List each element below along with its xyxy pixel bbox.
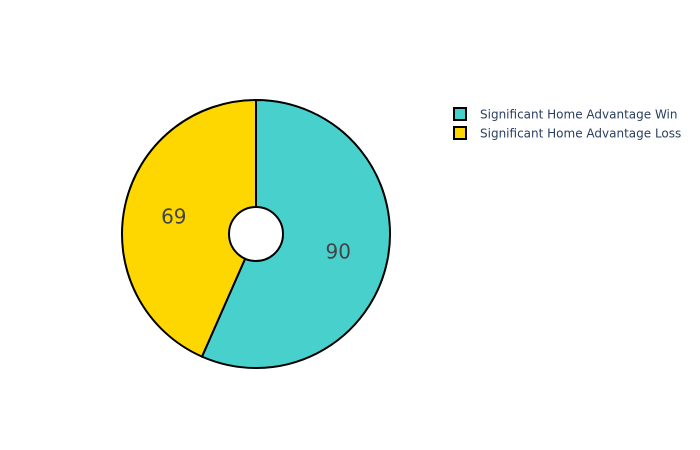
pie-slices	[121, 98, 391, 369]
slice-labels: 90 69	[161, 205, 351, 264]
donut-hole	[228, 206, 284, 262]
legend-swatch-loss	[453, 126, 467, 140]
pie-slice-1[interactable]	[121, 98, 257, 358]
legend-label-win: Significant Home Advantage Win	[480, 108, 677, 122]
slice-value-label-0: 90	[325, 239, 350, 263]
legend-item-loss[interactable]: Significant Home Advantage Loss	[453, 126, 681, 141]
legend-item-win[interactable]: Significant Home Advantage Win	[453, 107, 677, 122]
slice-value-label-1: 69	[161, 205, 186, 229]
legend-label-loss: Significant Home Advantage Loss	[480, 127, 681, 141]
legend-swatch-win	[453, 107, 467, 121]
legend: Significant Home Advantage Win Significa…	[453, 107, 681, 141]
pie-slice-0[interactable]	[200, 98, 391, 369]
